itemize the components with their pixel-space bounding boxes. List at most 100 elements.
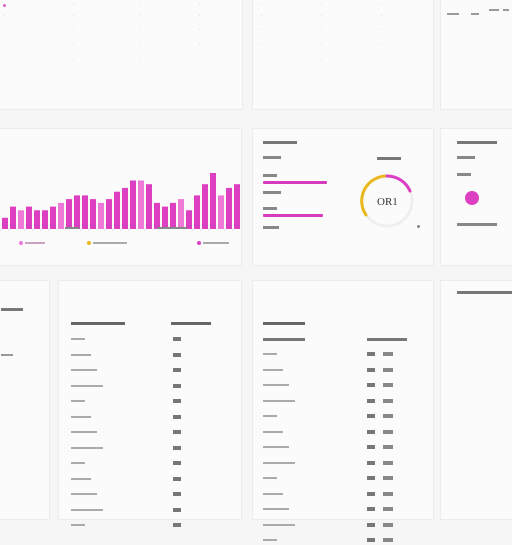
table-row[interactable] <box>59 414 241 422</box>
legend-label <box>203 242 229 244</box>
table-row: · <box>321 27 323 33</box>
table-row: · <box>73 1 75 7</box>
table-row[interactable] <box>253 506 433 514</box>
row-value <box>383 491 393 496</box>
table-row[interactable] <box>253 444 433 452</box>
sidebar-title <box>1 308 23 311</box>
row-value <box>367 445 375 449</box>
legend-dot <box>197 241 201 245</box>
row-label <box>263 539 277 541</box>
table-row[interactable] <box>59 336 241 344</box>
row-label <box>71 508 103 511</box>
table-row[interactable] <box>253 382 433 390</box>
chart-bar <box>18 210 24 229</box>
chart-bar <box>114 191 120 229</box>
chart-bar <box>10 206 16 229</box>
row-value <box>367 460 375 465</box>
row-value <box>173 368 181 372</box>
table-row: · <box>3 13 5 19</box>
chart-bar <box>170 202 176 229</box>
table-row[interactable] <box>253 491 433 499</box>
row-label <box>263 523 295 526</box>
row-value <box>383 414 393 418</box>
table-row[interactable] <box>253 475 433 483</box>
table-row[interactable] <box>59 522 241 530</box>
table-row[interactable] <box>59 352 241 360</box>
table-row[interactable] <box>59 429 241 437</box>
legend-label <box>65 227 79 229</box>
chart-bar <box>130 180 136 229</box>
table-row[interactable] <box>59 507 241 515</box>
table-row[interactable] <box>59 445 241 453</box>
chart-bar <box>34 210 40 229</box>
legend-dot <box>87 241 91 245</box>
table-card-middle <box>252 280 434 542</box>
row-value <box>367 522 375 527</box>
table-row[interactable] <box>59 398 241 406</box>
card-title <box>263 141 297 144</box>
row-value <box>367 538 375 542</box>
table-row[interactable] <box>59 491 241 499</box>
gauge-value: OR1 <box>377 196 398 208</box>
table-row: · <box>381 27 383 33</box>
table-row[interactable] <box>59 383 241 391</box>
row-value <box>367 398 375 403</box>
table-row[interactable] <box>59 476 241 484</box>
table-row: · <box>73 57 75 63</box>
row-value <box>173 352 181 357</box>
table-row[interactable] <box>253 429 433 437</box>
sidebar-item[interactable] <box>1 354 13 356</box>
row-value <box>367 491 375 496</box>
chart-bar <box>58 202 64 229</box>
chart-bar <box>146 184 152 229</box>
chart-bar <box>74 195 80 229</box>
legend-dot <box>19 241 23 245</box>
chart-bar <box>178 199 184 229</box>
table-row: · <box>321 57 323 63</box>
table-row[interactable] <box>59 460 241 468</box>
chart-bar <box>218 195 224 229</box>
top-middle-card: · · · · · · · · · · · · · · <box>252 0 434 110</box>
column-header <box>263 338 305 341</box>
table-row: · <box>73 41 75 47</box>
table-row[interactable] <box>253 398 433 406</box>
table-row: · <box>261 57 263 63</box>
table-row[interactable] <box>253 413 433 421</box>
row-value <box>173 337 181 341</box>
row-value <box>173 476 181 481</box>
table-row: · <box>139 41 141 47</box>
metric-label <box>263 174 277 177</box>
row-label <box>71 446 103 449</box>
table-row[interactable] <box>253 351 433 359</box>
chart-bar <box>2 217 8 229</box>
row-label <box>71 462 85 464</box>
header-line <box>503 9 509 11</box>
column-header <box>71 322 125 325</box>
chart-bar <box>162 206 168 229</box>
legend-label <box>25 242 45 244</box>
header-line <box>489 9 499 11</box>
table-row[interactable] <box>253 460 433 468</box>
metric-label <box>263 156 281 159</box>
chart-bar <box>90 199 96 229</box>
legend-label <box>93 242 127 244</box>
row-label <box>71 384 103 387</box>
table-row: · <box>381 41 383 47</box>
table-row[interactable] <box>253 537 433 545</box>
table-row[interactable] <box>59 367 241 375</box>
table-row: · <box>261 1 263 7</box>
row-value <box>383 476 393 480</box>
table-card-left <box>58 280 242 527</box>
table-row[interactable] <box>253 367 433 375</box>
row-label <box>263 415 277 417</box>
table-row: · <box>139 57 141 63</box>
table-row: · <box>199 27 201 33</box>
row-label <box>263 368 283 371</box>
table-row: · <box>199 41 201 47</box>
table-row[interactable] <box>253 522 433 530</box>
row-label <box>71 524 85 526</box>
chart-bar <box>42 210 48 229</box>
chart-bar <box>210 173 216 229</box>
table-row: · <box>73 13 75 19</box>
table-row: · <box>199 1 201 7</box>
